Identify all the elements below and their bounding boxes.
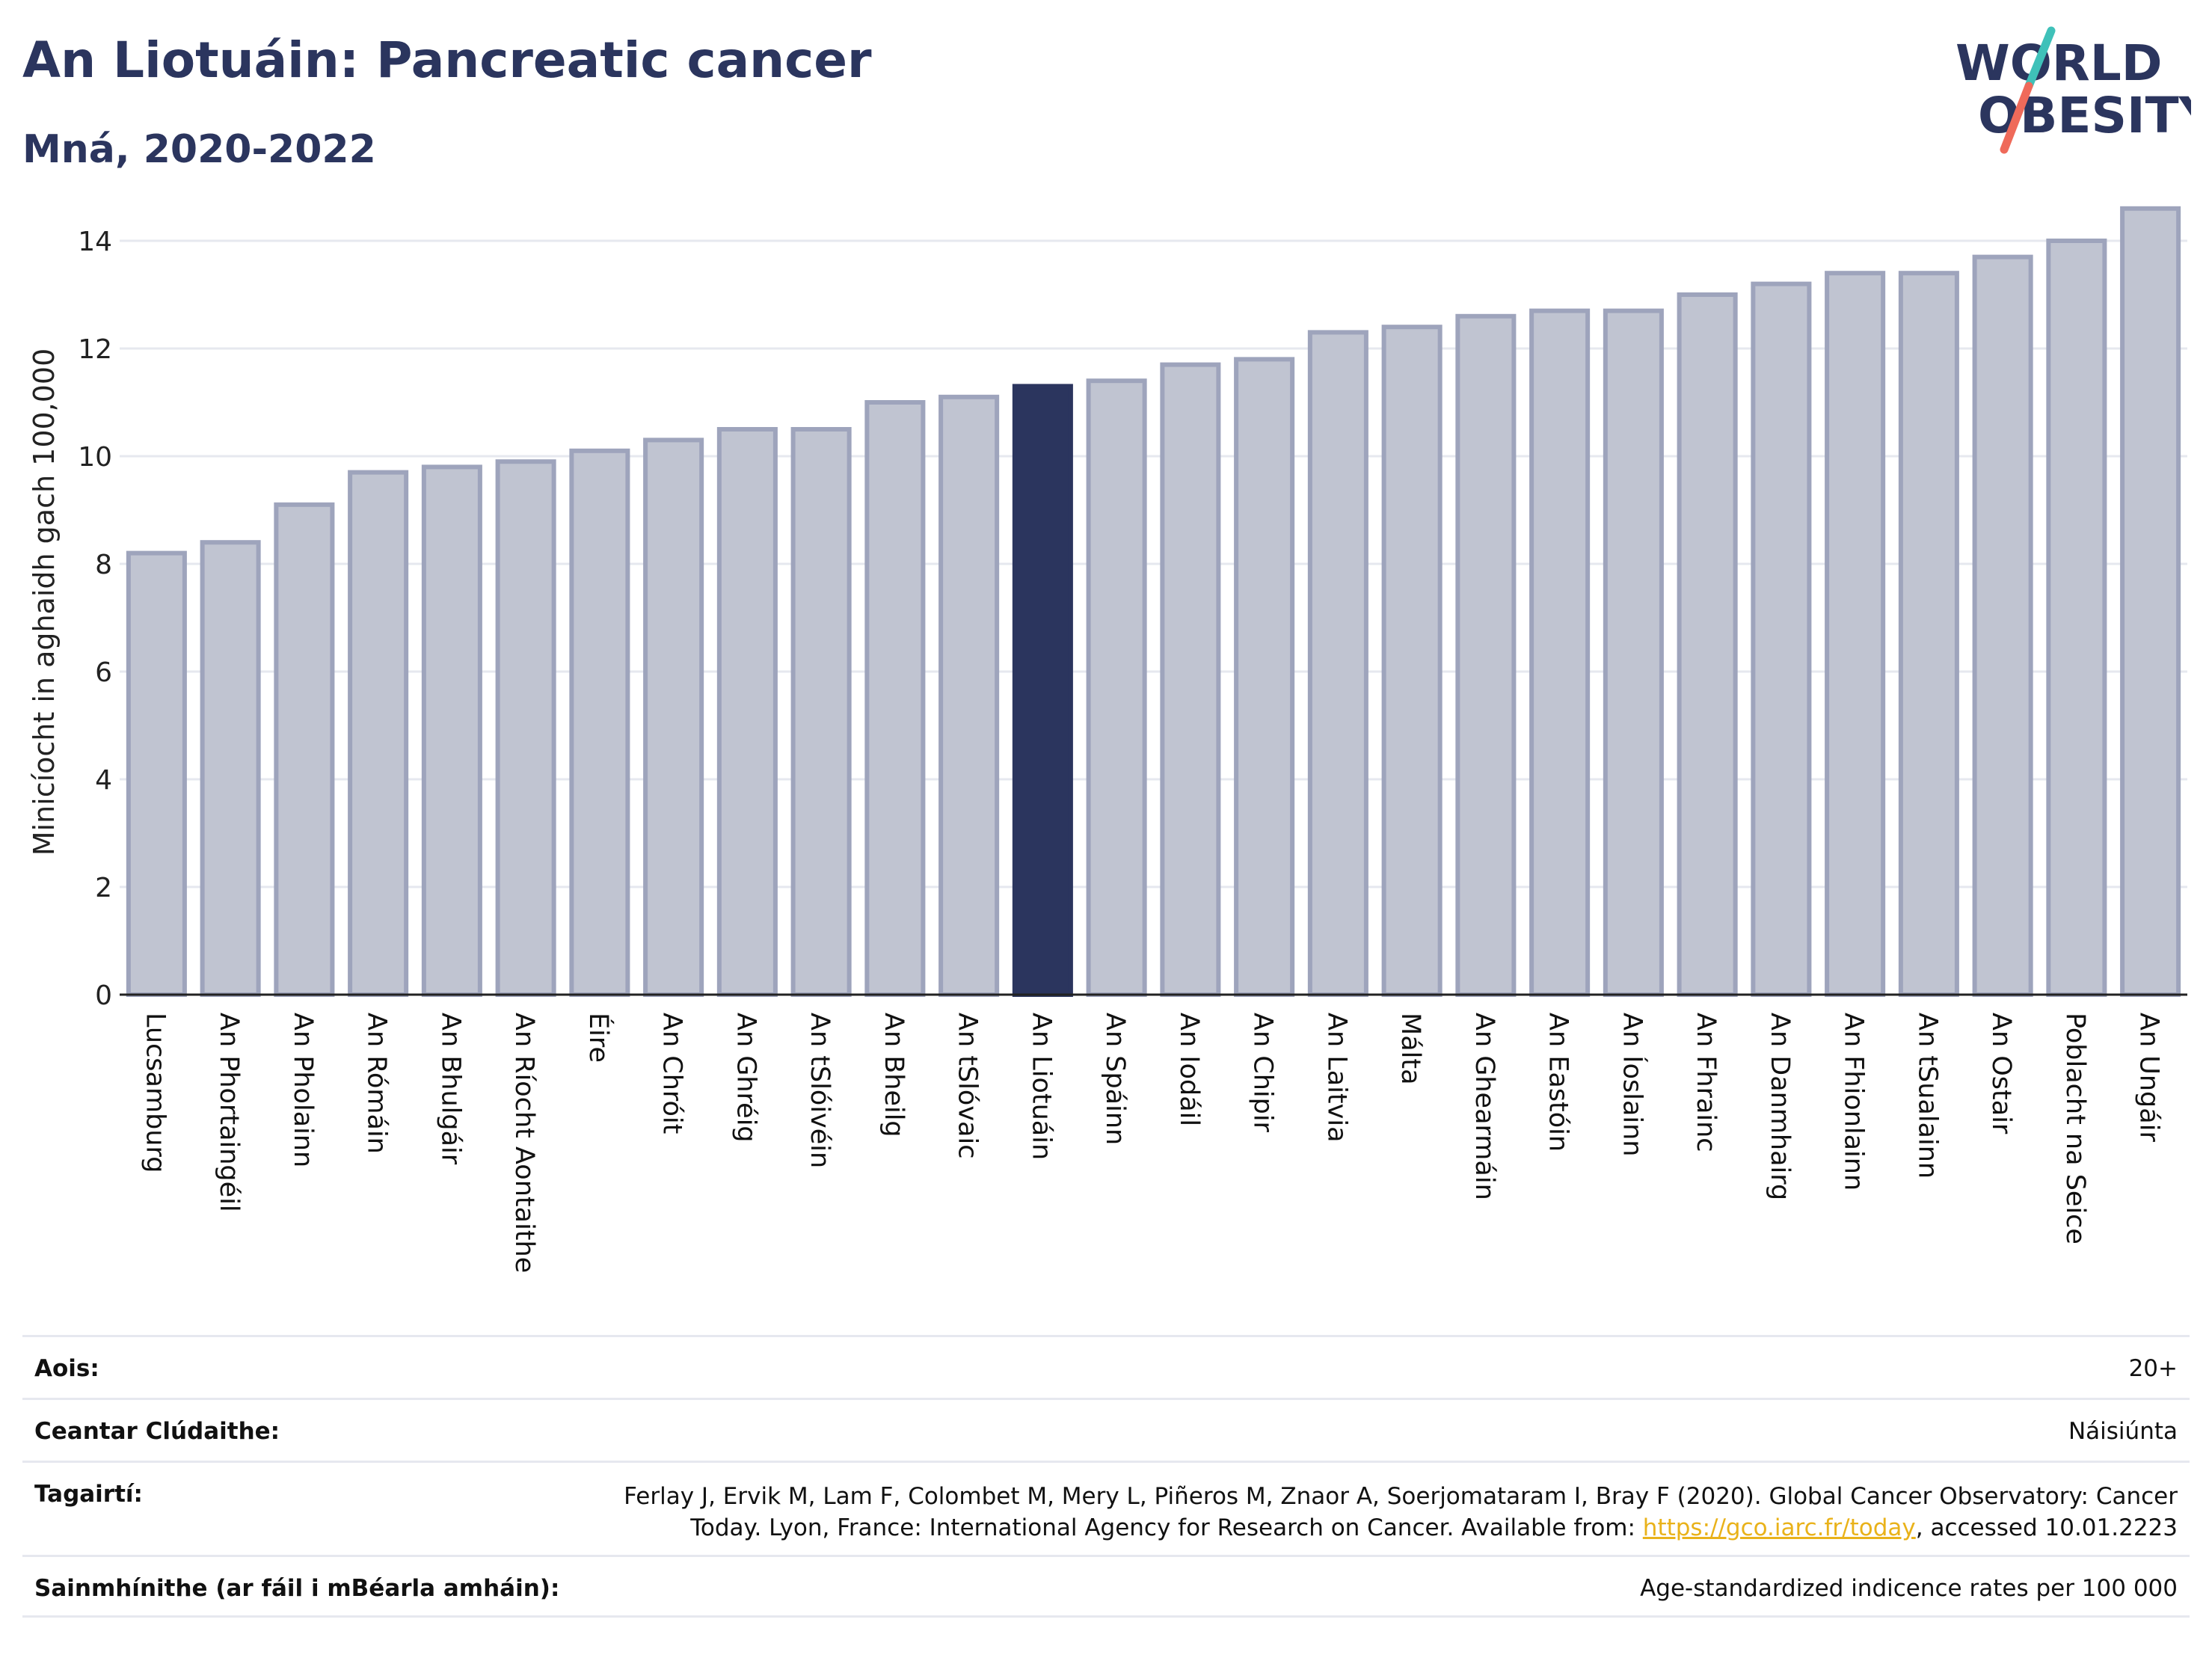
bar — [1307, 330, 1368, 997]
x-tick-label: An tSualainn — [1912, 1013, 1942, 1179]
bar — [569, 448, 630, 997]
bar — [1381, 325, 1443, 997]
metadata-table: Aois: 20+ Ceantar Clúdaithe: Náisiúnta T… — [22, 1335, 2190, 1618]
logo-slash-teal — [2024, 26, 2056, 90]
bar — [2120, 206, 2181, 997]
bar — [2046, 239, 2107, 997]
meta-age-value: 20+ — [2128, 1355, 2178, 1382]
x-tick-labels: Lucsamburg An Phortaingéil An Pholainn An R… — [140, 1013, 2163, 1273]
y-tick-label: 0 — [95, 980, 112, 1011]
x-tick-label: An Spáinn — [1100, 1013, 1130, 1145]
x-tick-label: Lucsamburg — [140, 1013, 170, 1173]
bar — [790, 427, 852, 997]
x-tick-label: An Bhulgáir — [435, 1013, 465, 1165]
x-tick-label: An Ungáir — [2134, 1013, 2164, 1142]
bar — [1751, 281, 1812, 998]
bar — [274, 502, 335, 997]
bar — [421, 464, 482, 997]
y-tick-labels: 0 2 4 6 8 10 12 14 — [78, 227, 112, 1011]
bars — [120, 206, 2187, 998]
x-tick-label: An Chipir — [1248, 1013, 1278, 1133]
meta-area-label: Ceantar Clúdaithe: — [34, 1418, 280, 1445]
logo-line1: WORLD — [1956, 34, 2163, 92]
x-tick-label: An Chróit — [657, 1013, 687, 1134]
x-tick-label: An Bheilg — [879, 1013, 909, 1137]
ref-line-2-pre: Today. Lyon, France: International Agenc… — [690, 1514, 1643, 1541]
bar — [126, 550, 187, 997]
bar — [716, 427, 778, 997]
bar — [643, 437, 704, 997]
world-obesity-logo: WORLD OBESITY — [1956, 26, 2191, 154]
bar — [1825, 271, 1886, 997]
x-tick-label: An Fhrainc — [1691, 1013, 1721, 1152]
x-tick-label: An Pholainn — [288, 1013, 318, 1167]
x-tick-label: An Ghréig — [731, 1013, 761, 1143]
x-tick-label: Poblacht na Seice — [2060, 1013, 2090, 1244]
bar — [1086, 378, 1147, 997]
x-tick-label: An tSlóvaic — [953, 1013, 983, 1158]
x-tick-label: Málta — [1395, 1013, 1425, 1085]
x-tick-label: An Danmhairg — [1765, 1013, 1795, 1200]
bar — [1455, 313, 1517, 997]
bar — [864, 400, 926, 997]
ref-line-2: Today. Lyon, France: International Agenc… — [624, 1512, 2178, 1544]
x-tick-label: An Liotuáin — [1026, 1013, 1056, 1160]
meta-row-age: Aois: 20+ — [22, 1335, 2190, 1398]
meta-row-area: Ceantar Clúdaithe: Náisiúnta — [22, 1398, 2190, 1461]
meta-area-value: Náisiúnta — [2068, 1418, 2178, 1445]
bar — [495, 459, 556, 997]
ref-line-1: Ferlay J, Ervik M, Lam F, Colombet M, Me… — [624, 1483, 2178, 1510]
meta-row-references: Tagairtí: Ferlay J, Ervik M, Lam F, Colo… — [22, 1461, 2190, 1555]
meta-def-label: Sainmhínithe (ar fáil i mBéarla amháin): — [34, 1575, 560, 1602]
y-tick-label: 4 — [95, 765, 112, 796]
x-tick-label: An Fhionlainn — [1839, 1013, 1869, 1191]
y-axis-label: Minicíocht in aghaidh gach 100,000 — [28, 348, 61, 856]
bar — [938, 394, 1000, 997]
y-tick-label: 2 — [95, 873, 112, 903]
bar — [348, 470, 409, 997]
y-tick-label: 14 — [78, 227, 112, 257]
bar — [1160, 362, 1221, 998]
meta-ref-label: Tagairtí: — [34, 1481, 143, 1508]
y-tick-label: 8 — [95, 550, 112, 580]
bar — [1234, 357, 1295, 997]
x-tick-label: An Phortaingéil — [214, 1013, 244, 1212]
x-tick-label: An Ríocht Aontaithe — [509, 1013, 539, 1273]
meta-ref-value: Ferlay J, Ervik M, Lam F, Colombet M, Me… — [624, 1481, 2178, 1544]
logo-slash-coral — [2000, 82, 2033, 154]
meta-row-definitions: Sainmhínithe (ar fáil i mBéarla amháin):… — [22, 1555, 2190, 1618]
page-subtitle: Mná, 2020-2022 — [22, 127, 376, 172]
x-tick-label: Éire — [583, 1013, 615, 1063]
y-tick-label: 6 — [95, 657, 112, 688]
meta-def-value: Age-standardized indicence rates per 100… — [1640, 1575, 2178, 1602]
page-title: An Liotuáin: Pancreatic cancer — [22, 31, 872, 89]
x-tick-label: An Laitvia — [1321, 1013, 1351, 1143]
bar — [1972, 254, 2033, 998]
reference-link[interactable]: https://gco.iarc.fr/today — [1642, 1514, 1916, 1541]
x-tick-label: An Íoslainn — [1617, 1013, 1648, 1156]
bar — [1898, 271, 1959, 997]
bar-chart: 0 2 4 6 8 10 12 14 Lucsamburg An Phortaingéil An … — [28, 206, 2187, 1273]
x-tick-label: An Ostair — [1986, 1013, 2016, 1134]
bar — [1603, 308, 1664, 998]
bar — [1677, 292, 1738, 997]
x-tick-label: An Iodáil — [1174, 1013, 1204, 1126]
meta-age-label: Aois: — [34, 1355, 99, 1382]
x-tick-label: An Ghearmáin — [1469, 1013, 1499, 1200]
ref-line-2-post: , accessed 10.01.2223 — [1915, 1514, 2178, 1541]
y-tick-label: 12 — [78, 334, 112, 365]
x-tick-label: An Eastóin — [1543, 1013, 1573, 1152]
y-tick-label: 10 — [78, 442, 112, 473]
bar — [1529, 308, 1591, 998]
x-tick-label: An Rómáin — [362, 1013, 392, 1154]
bar-highlighted — [1012, 384, 1073, 997]
bar — [200, 540, 261, 997]
x-tick-label: An tSlóivéin — [805, 1013, 835, 1168]
